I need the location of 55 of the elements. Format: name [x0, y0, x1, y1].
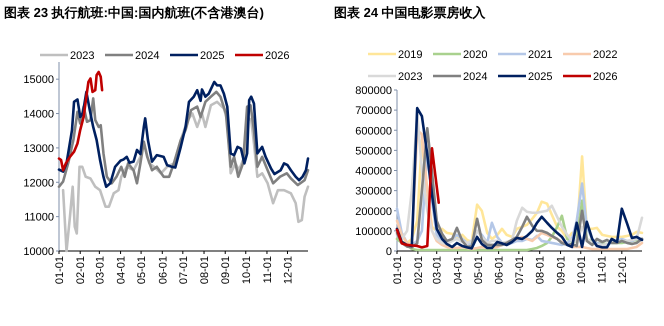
x-tick-label: 10-01 — [240, 256, 253, 284]
legend-label: 2026 — [593, 71, 618, 83]
y-tick-label: 100000 — [355, 226, 392, 238]
legend-label: 2025 — [200, 50, 224, 62]
chart-title: 图表 23 执行航班:中国:国内航班(不含港澳台) — [4, 5, 264, 20]
legend-label: 2020 — [463, 49, 488, 61]
y-tick-label: 600000 — [355, 125, 392, 138]
y-tick-label: 700000 — [355, 105, 392, 118]
y-tick-label: 12000 — [23, 177, 54, 190]
x-tick-label: 02-01 — [412, 256, 425, 284]
x-tick-label: 09-01 — [556, 256, 568, 284]
line-series — [396, 147, 440, 249]
y-tick-label: 400000 — [355, 166, 392, 178]
x-tick-label: 06-01 — [494, 256, 506, 284]
x-tick-label: 07-01 — [178, 256, 190, 284]
y-tick-label: 500000 — [355, 145, 392, 158]
legend-label: 2025 — [528, 71, 552, 83]
x-tick-label: 04-01 — [116, 256, 128, 284]
y-tick-label: 13000 — [23, 142, 54, 155]
y-tick-label: 14000 — [23, 108, 54, 121]
y-tick-label: 0 — [386, 246, 392, 258]
x-tick-label: 05-01 — [136, 256, 148, 284]
x-tick-label: 10-01 — [576, 256, 588, 284]
x-tick-label: 02-01 — [75, 256, 88, 284]
x-tick-label: 01-01 — [54, 256, 66, 284]
x-tick-label: 05-01 — [472, 256, 485, 284]
x-tick-label: 07-01 — [514, 256, 526, 284]
legend-label: 2023 — [398, 71, 422, 83]
legend-label: 2023 — [70, 50, 94, 62]
legend-label: 2021 — [528, 49, 552, 61]
legend-label: 2026 — [265, 50, 290, 62]
line-series — [58, 70, 104, 172]
x-tick-label: 06-01 — [157, 256, 170, 284]
x-tick-label: 11-01 — [262, 256, 274, 284]
y-tick-label: 15000 — [23, 74, 54, 86]
legend-label: 2019 — [398, 49, 422, 61]
chart-title: 图表 24 中国电影票房收入 — [334, 5, 487, 20]
x-tick-label: 04-01 — [452, 256, 465, 284]
y-tick-label: 800000 — [355, 85, 392, 97]
x-tick-label: 08-01 — [534, 256, 547, 284]
x-tick-label: 12-01 — [282, 256, 294, 284]
x-tick-label: 08-01 — [199, 256, 212, 284]
x-tick-label: 12-01 — [616, 256, 629, 284]
y-tick-label: 300000 — [355, 186, 392, 198]
x-tick-label: 03-01 — [94, 256, 106, 284]
x-tick-label: 01-01 — [392, 256, 404, 284]
y-tick-label: 200000 — [355, 206, 392, 218]
x-tick-label: 09-01 — [220, 256, 232, 284]
y-tick-label: 11000 — [24, 212, 54, 224]
x-tick-label: 03-01 — [432, 256, 444, 284]
legend-label: 2024 — [135, 50, 160, 62]
legend-label: 2022 — [593, 49, 618, 61]
legend-label: 2024 — [463, 71, 488, 83]
y-tick-label: 10000 — [23, 246, 54, 258]
x-tick-label: 11-01 — [596, 256, 609, 284]
